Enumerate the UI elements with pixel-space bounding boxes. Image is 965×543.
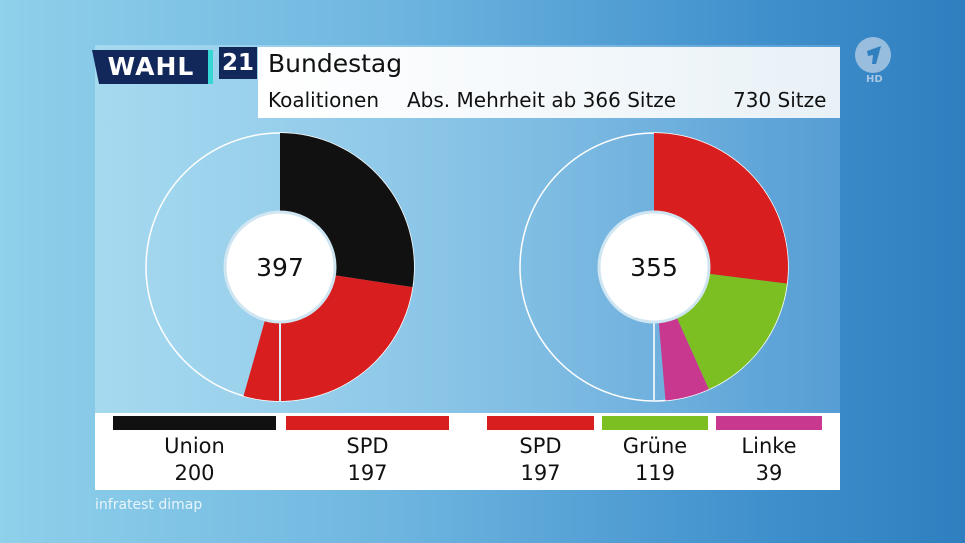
seat-count: 197	[347, 461, 388, 485]
legend-swatch	[113, 416, 276, 430]
majority-label: Abs. Mehrheit ab 366 Sitze	[407, 88, 677, 112]
party-name: SPD	[519, 434, 562, 458]
seat-count: 119	[634, 461, 676, 485]
legend-swatch	[716, 416, 822, 430]
party-name: SPD	[346, 434, 389, 458]
legend-item: Union 200	[113, 416, 276, 487]
total-seats: 730 Sitze	[733, 88, 827, 112]
subtitle: Koalitionen	[268, 88, 380, 112]
legend-item: Linke 39	[716, 416, 822, 487]
center-circle	[223, 210, 337, 324]
party-name: Linke	[741, 434, 797, 458]
legend-item: SPD 197	[286, 416, 449, 487]
legend-swatch	[602, 416, 708, 430]
seat-count: 200	[174, 461, 215, 485]
wahl-year: 21	[219, 47, 257, 79]
center-circle	[597, 210, 711, 324]
legend-item: SPD 197	[487, 416, 594, 487]
coalition-total: 397	[256, 253, 304, 282]
party-name: Grüne	[622, 434, 688, 458]
header-box	[258, 47, 840, 118]
ard-logo-icon	[855, 37, 891, 73]
legend-item: Grüne 119	[602, 416, 708, 487]
wahl-logo: WAHL	[92, 50, 210, 84]
source-label: infratest dimap	[95, 497, 203, 513]
party-name: Union	[164, 434, 225, 458]
legend: Union 200 SPD 197 SPD 197 Grüne 119 Link…	[95, 413, 840, 490]
legend-swatch	[487, 416, 594, 430]
logo-accent	[208, 50, 213, 84]
hd-badge: HD	[866, 74, 883, 85]
seat-count: 197	[520, 461, 561, 485]
legend-swatch	[286, 416, 449, 430]
coalition-total: 355	[630, 253, 678, 282]
seat-count: 39	[755, 461, 783, 485]
page-title: Bundestag	[268, 49, 403, 78]
